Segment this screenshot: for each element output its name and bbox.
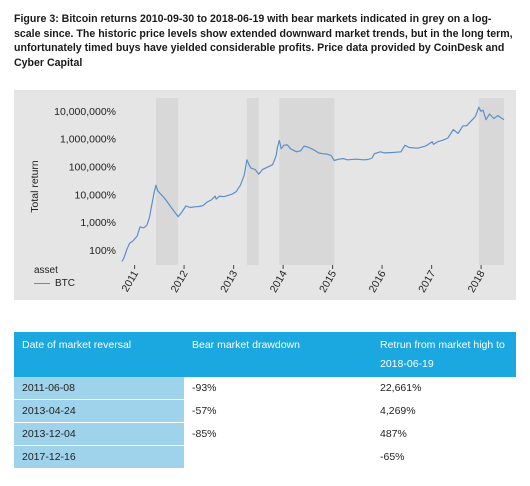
- header-bear-market-drawdown: Bear market drawdown: [184, 332, 344, 377]
- chart-panel: 100% 1,000% 10,000% 100,000% 1,000,000% 10,00…: [14, 90, 516, 300]
- header-label-line2: 2018-06-19: [380, 358, 434, 370]
- table-row: 2011-06-08 -93% 22,661%: [14, 377, 516, 400]
- bitcoin-returns-chart: 100% 1,000% 10,000% 100,000% 1,000,000% 10,00…: [29, 98, 505, 295]
- cell-return: -65%: [344, 445, 516, 469]
- header-label: Bear market drawdown: [192, 339, 300, 351]
- y-tick-label: 1,000%: [80, 217, 116, 229]
- series-line-btc: [121, 106, 505, 262]
- bear-market-band-2: [246, 98, 259, 265]
- table-row: 2013-04-24 -57% 4,269%: [14, 399, 516, 423]
- cell-date: 2017-12-16: [14, 445, 184, 469]
- cell-return: 22,661%: [344, 377, 516, 400]
- x-tick-label: 2012: [169, 268, 191, 294]
- x-tick-label: 2015: [317, 268, 339, 294]
- cell-drawdown: -85%: [184, 422, 344, 446]
- bear-market-band-4: [478, 98, 504, 265]
- y-tick-label: 10,000%: [75, 189, 116, 201]
- legend-title: asset: [34, 265, 58, 276]
- bear-market-band-3: [279, 98, 335, 265]
- header-label: Retrun from market high to: [380, 339, 505, 351]
- cell-drawdown: [184, 445, 344, 469]
- legend-swatch-btc: [34, 283, 50, 284]
- header-label: Date of market reversal: [22, 339, 132, 351]
- y-tick-label: 10,000,000%: [54, 106, 116, 118]
- table-row: 2013-12-04 -85% 487%: [14, 422, 516, 446]
- header-return-from-market-high: Retrun from market high to 2018-06-19: [344, 332, 516, 377]
- x-tick-label: 2018: [466, 268, 488, 294]
- cell-drawdown: -93%: [184, 377, 344, 400]
- cell-date: 2011-06-08: [14, 377, 184, 400]
- cell-date: 2013-04-24: [14, 399, 184, 423]
- legend-label-btc: BTC: [55, 278, 75, 289]
- y-tick-label: 100,000%: [69, 161, 116, 173]
- legend: asset BTC: [34, 265, 75, 289]
- y-tick-label: 1,000,000%: [60, 134, 116, 146]
- market-reversal-table: Date of market reversal Bear market draw…: [14, 332, 516, 469]
- cell-return: 487%: [344, 422, 516, 446]
- table-header-row: Date of market reversal Bear market draw…: [14, 332, 516, 377]
- cell-drawdown: -57%: [184, 399, 344, 423]
- x-tick-label: 2016: [367, 268, 389, 294]
- header-date-of-market-reversal: Date of market reversal: [14, 332, 184, 377]
- figure-caption: Figure 3: Bitcoin returns 2010-09-30 to …: [14, 13, 513, 69]
- x-tick-label: 2013: [218, 268, 240, 294]
- x-tick-label: 2011: [120, 268, 142, 294]
- table-row: 2017-12-16 -65%: [14, 445, 516, 469]
- bear-market-band-1: [156, 98, 179, 265]
- x-tick-label: 2017: [416, 268, 438, 294]
- cell-date: 2013-12-04: [14, 422, 184, 446]
- y-tick-label: 100%: [89, 245, 116, 257]
- x-tick-label: 2014: [268, 268, 290, 294]
- legend-item-btc: BTC: [34, 278, 75, 289]
- y-axis-label: Total return: [29, 160, 41, 213]
- cell-return: 4,269%: [344, 399, 516, 423]
